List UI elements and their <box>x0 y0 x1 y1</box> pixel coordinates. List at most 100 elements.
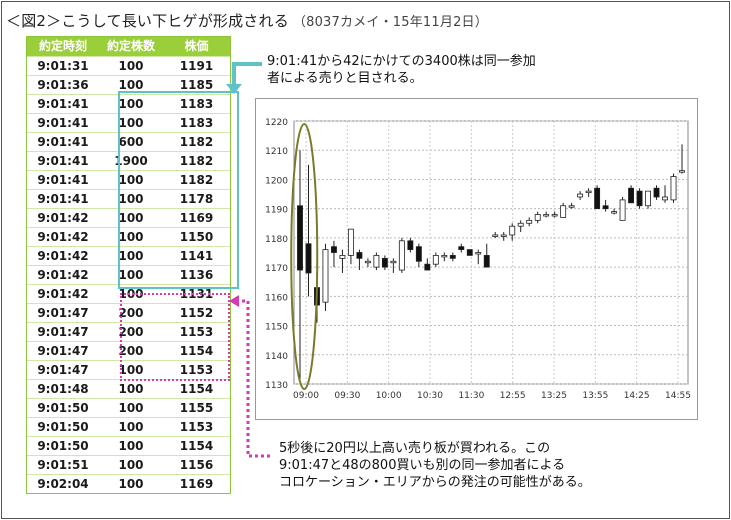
table-row: 9:01:31 100 1191 <box>27 56 230 75</box>
cell-volume: 100 <box>118 230 144 244</box>
header-volume: 約定株数 <box>106 39 155 53</box>
candle-body <box>517 222 524 227</box>
pink-highlight-box <box>120 293 230 381</box>
y-tick-label: 1220 <box>265 118 288 128</box>
candle-body <box>458 246 465 250</box>
table-row: 9:01:50 100 1155 <box>27 398 230 417</box>
cell-volume: 100 <box>118 116 144 130</box>
cell-volume: 100 <box>118 401 144 415</box>
cyan-highlight-box <box>118 91 239 289</box>
header-price: 株価 <box>184 39 209 53</box>
candle-body <box>509 225 516 236</box>
table-row: 9:02:04 100 1169 <box>27 474 230 493</box>
cell-volume: 100 <box>118 458 144 472</box>
x-tick-label: 09:30 <box>334 391 360 401</box>
table-row: 9:01:51 100 1156 <box>27 455 230 474</box>
x-tick-label: 11:30 <box>458 391 484 401</box>
cell-price: 1191 <box>179 59 214 73</box>
cell-price: 1154 <box>179 439 214 453</box>
candle-body <box>594 187 601 210</box>
cell-price: 1136 <box>179 268 214 282</box>
table-row: 9:01:41 100 1183 <box>27 94 230 113</box>
y-tick-label: 1200 <box>265 176 288 186</box>
cell-time: 9:01:47 <box>37 344 89 358</box>
candle-body <box>364 260 371 264</box>
title-main: ＜図2＞こうして長い下ヒゲが形成される <box>6 12 289 30</box>
table-row: 9:01:41 100 1182 <box>27 170 230 189</box>
cyan-arrow-head <box>226 84 242 94</box>
table-row: 9:01:50 100 1154 <box>27 436 230 455</box>
cell-volume: 200 <box>118 325 144 339</box>
cell-volume: 100 <box>118 192 144 206</box>
candle-body <box>653 187 660 198</box>
candle-body <box>526 219 533 224</box>
table-row: 9:01:42 100 1136 <box>27 265 230 284</box>
cell-price: 1169 <box>179 211 214 225</box>
cell-time: 9:01:41 <box>37 97 89 111</box>
cell-volume: 100 <box>118 382 144 396</box>
cell-volume: 100 <box>118 363 144 377</box>
cell-price: 1178 <box>179 192 214 206</box>
magenta-arrow-line <box>238 299 270 458</box>
cell-price: 1185 <box>179 78 214 92</box>
candle-body <box>628 187 635 204</box>
table-row: 9:01:47 200 1154 <box>27 341 230 360</box>
header-time: 約定時刻 <box>38 39 87 53</box>
cell-time: 9:01:41 <box>37 154 89 168</box>
cyan-arrow-line <box>232 62 262 85</box>
trade-table: 約定時刻 約定株数 株価 9:01:31 100 1191 9:01:36 100 118… <box>26 36 231 494</box>
cell-price: 1153 <box>179 363 214 377</box>
cell-volume: 100 <box>118 249 144 263</box>
cell-time: 9:01:50 <box>37 401 89 415</box>
cell-price: 1183 <box>179 97 214 111</box>
table-header: 約定時刻 約定株数 株価 <box>27 37 230 56</box>
candle-body <box>636 190 643 207</box>
table-row: 9:01:50 100 1153 <box>27 417 230 436</box>
magenta-arrow-head <box>229 295 239 307</box>
candle-body <box>543 214 550 217</box>
x-tick-label: 14:55 <box>665 391 691 401</box>
cell-price: 1152 <box>179 306 214 320</box>
candle-body <box>645 190 651 207</box>
candle-body <box>492 234 499 237</box>
cell-time: 9:01:47 <box>37 306 89 320</box>
bottom-annotation-line1: 5秒後に20円以上高い売り板が買われる。この <box>279 441 551 456</box>
cell-time: 9:01:41 <box>37 116 89 130</box>
cell-volume: 100 <box>118 211 144 225</box>
candle-body <box>322 249 329 303</box>
cell-price: 1150 <box>179 230 214 244</box>
candle-body <box>619 199 626 221</box>
cell-price: 1141 <box>179 249 214 263</box>
x-tick-label: 12:55 <box>500 391 526 401</box>
cell-price: 1155 <box>179 401 214 415</box>
cell-volume: 100 <box>118 420 144 434</box>
cell-time: 9:01:42 <box>37 268 89 282</box>
candle-body <box>432 255 439 265</box>
table-row: 9:01:47 100 1153 <box>27 360 230 379</box>
cell-volume: 100 <box>118 477 144 491</box>
candle-body <box>347 228 354 256</box>
candle-body <box>585 190 592 194</box>
cell-price: 1156 <box>179 458 214 472</box>
table-row: 9:01:36 100 1185 <box>27 75 230 94</box>
cell-time: 9:01:42 <box>37 230 89 244</box>
bottom-annotation-line2: 9:01:47と48の800買いも別の同一参加者による <box>279 458 566 473</box>
y-tick-label: 1170 <box>265 264 288 274</box>
title-sub: （8037カメイ・15年11月2日） <box>292 15 488 30</box>
cell-time: 9:01:51 <box>37 458 89 472</box>
y-tick-label: 1140 <box>265 352 288 362</box>
cell-volume: 200 <box>118 344 144 358</box>
cell-time: 9:01:41 <box>37 173 89 187</box>
y-tick-label: 1180 <box>265 235 288 245</box>
table-row: 9:01:47 200 1153 <box>27 322 230 341</box>
candle-body <box>331 246 337 253</box>
cell-volume: 100 <box>118 268 144 282</box>
cell-volume: 100 <box>118 78 144 92</box>
cell-price: 1153 <box>179 420 214 434</box>
candle-body <box>475 252 482 255</box>
cell-price: 1182 <box>179 173 214 187</box>
candlestick-chart: 1130 1140 1150 1160 1170 1180 1190 1200 1210 1220… <box>265 118 691 401</box>
cell-time: 9:01:41 <box>37 192 89 206</box>
candle-body <box>560 205 567 218</box>
cell-price: 1182 <box>179 135 214 149</box>
